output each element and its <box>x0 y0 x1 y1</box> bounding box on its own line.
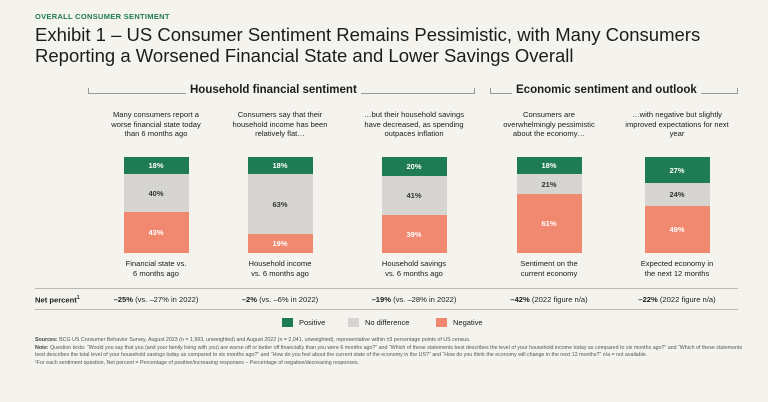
data-label: 21% <box>541 179 557 189</box>
bar-segment-positive: 18% <box>516 157 582 174</box>
category-line-1: Household income <box>248 259 312 268</box>
title-line-1: Exhibit 1 – US Consumer Sentiment Remain… <box>35 24 701 45</box>
section-household-title: Household financial sentiment <box>186 84 361 96</box>
bar-segment-negative: 19% <box>247 234 313 253</box>
net-percent-comparison: (2022 figure n/a) <box>657 295 716 304</box>
legend-item-positive: Positive <box>282 318 325 327</box>
legend-label-negative: Negative <box>453 318 483 327</box>
data-label: 18% <box>272 161 288 170</box>
bar-segment-negative: 61% <box>516 194 582 253</box>
bar-top-caption: …but their household savings have decrea… <box>363 110 465 138</box>
data-label: 43% <box>148 228 164 237</box>
legend-label-neutral: No difference <box>365 318 410 327</box>
net-percent-number: –22% <box>638 295 658 304</box>
net-percent-comparison: (vs. –28% in 2022) <box>391 295 457 304</box>
data-label: 63% <box>272 199 288 209</box>
data-label: 20% <box>406 162 422 171</box>
data-label: 49% <box>669 225 685 234</box>
bar-segment-positive: 18% <box>123 157 189 174</box>
data-label: 18% <box>148 161 164 170</box>
kicker: OVERALL CONSUMER SENTIMENT <box>35 12 170 21</box>
bar-segment-negative: 43% <box>123 212 189 253</box>
category-line-2: vs. 6 months ago <box>251 268 309 278</box>
footnote-text: ¹For each sentiment question, Net percen… <box>35 359 360 366</box>
bar-category-label: Expected economy in the next 12 months <box>625 259 729 278</box>
category-line-1: Financial state vs. <box>125 259 187 268</box>
net-rule-top <box>35 288 738 289</box>
legend-swatch-negative <box>436 318 447 327</box>
bar-category-label: Household savings vs. 6 months ago <box>362 259 466 278</box>
net-rule-bottom <box>35 309 738 310</box>
bar-category-label: Sentiment on the current economy <box>497 259 601 278</box>
bar-category-label: Household income vs. 6 months ago <box>228 259 332 278</box>
stacked-bar: 18% 40% 43% <box>123 157 189 253</box>
legend-item-neutral: No difference <box>348 318 409 327</box>
section-tick <box>737 88 738 94</box>
category-line-2: vs. 6 months ago <box>385 268 443 278</box>
net-percent-number: –42% <box>510 295 530 304</box>
category-line-2: current economy <box>520 268 578 278</box>
bar-segment-neutral: 41% <box>381 176 447 215</box>
bar-segment-positive: 27% <box>644 157 710 183</box>
section-household: Household financial sentiment <box>88 84 475 100</box>
bar-segment-neutral: 40% <box>123 174 189 212</box>
legend-label-positive: Positive <box>299 318 326 327</box>
bar-segment-neutral: 24% <box>644 183 710 206</box>
sources-text: Sources: BCG US Consumer Behavior Survey… <box>35 337 471 343</box>
bar-segment-neutral: 63% <box>247 174 313 234</box>
net-percent-comparison: (vs. –27% in 2022) <box>133 295 199 304</box>
section-tick <box>474 88 475 94</box>
footnotes: Sources: BCG US Consumer Behavior Survey… <box>35 337 745 367</box>
net-percent-value: –19% (vs. –28% in 2022) <box>349 295 479 304</box>
net-percent-value: –42% (2022 figure n/a) <box>484 295 614 304</box>
category-line-2: the next 12 months <box>644 268 710 278</box>
section-tick <box>490 88 491 94</box>
bar-top-caption: Consumers are overwhelmingly pessimistic… <box>503 110 595 138</box>
bar-top-caption: Many consumers report a worse financial … <box>111 110 201 138</box>
category-line-1: Sentiment on the <box>520 259 578 268</box>
stacked-bar: 18% 21% 61% <box>516 157 582 253</box>
bar-top-caption: Consumers say that their household incom… <box>232 110 328 138</box>
bar-segment-positive: 18% <box>247 157 313 174</box>
legend: Positive No difference Negative <box>0 318 768 330</box>
data-label: 18% <box>541 161 557 170</box>
net-percent-value: –25% (vs. –27% in 2022) <box>91 295 221 304</box>
data-label: 27% <box>669 165 685 175</box>
bar-segment-negative: 39% <box>381 215 447 253</box>
net-percent-value: –2% (vs. –6% in 2022) <box>215 295 345 304</box>
stacked-bar: 20% 41% 39% <box>381 157 447 253</box>
data-label: 41% <box>406 191 422 200</box>
bar-top-caption: …with negative but slightly improved exp… <box>625 110 729 138</box>
data-label: 24% <box>669 190 685 199</box>
legend-swatch-positive <box>282 318 293 327</box>
bar-segment-negative: 49% <box>644 206 710 253</box>
note-text: Note: Question texts: “Would you say tha… <box>35 344 743 359</box>
net-percent-number: –25% <box>113 295 133 304</box>
bar-segment-positive: 20% <box>381 157 447 176</box>
data-label: 40% <box>148 188 164 198</box>
data-label: 19% <box>272 239 288 248</box>
data-label: 39% <box>406 229 422 239</box>
exhibit-title: Exhibit 1 – US Consumer Sentiment Remain… <box>35 24 755 66</box>
legend-swatch-neutral <box>348 318 359 327</box>
net-percent-value: –22% (2022 figure n/a) <box>612 295 742 304</box>
net-percent-comparison: (vs. –6% in 2022) <box>257 295 319 304</box>
category-line-2: 6 months ago <box>132 268 179 278</box>
net-percent-number: –2% <box>241 295 257 304</box>
category-line-1: Household savings <box>381 259 447 268</box>
data-label: 61% <box>541 219 557 228</box>
legend-item-negative: Negative <box>436 318 483 327</box>
section-economic-title: Economic sentiment and outlook <box>512 84 701 96</box>
title-line-2: Reporting a Worsened Financial State and… <box>35 45 574 66</box>
category-line-1: Expected economy in <box>640 259 714 268</box>
stacked-bar: 27% 24% 49% <box>644 157 710 253</box>
stacked-bar: 18% 63% 19% <box>247 157 313 253</box>
bar-segment-neutral: 21% <box>516 174 582 194</box>
net-percent-number: –19% <box>371 295 391 304</box>
section-economic: Economic sentiment and outlook <box>490 84 738 100</box>
net-percent-label: Net percent1 <box>35 295 80 305</box>
net-percent-comparison: (2022 figure n/a) <box>529 295 588 304</box>
section-tick <box>88 88 89 94</box>
bar-category-label: Financial state vs. 6 months ago <box>104 259 208 278</box>
